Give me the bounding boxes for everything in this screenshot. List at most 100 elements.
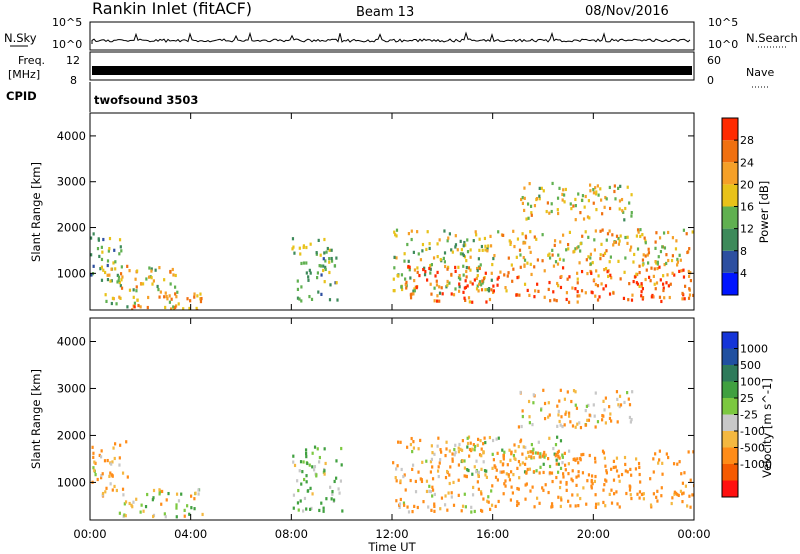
heatmap-cell <box>470 510 473 514</box>
heatmap-cell <box>609 255 612 259</box>
noise-frame <box>89 21 695 51</box>
heatmap-cell <box>434 274 437 278</box>
heatmap-cell <box>557 495 560 499</box>
heatmap-cell <box>318 460 321 464</box>
heatmap-cell <box>548 436 551 440</box>
heatmap-cell <box>105 486 108 490</box>
heatmap-cell <box>543 295 546 299</box>
heatmap-cell <box>105 299 108 304</box>
heatmap-cell <box>535 197 539 201</box>
heatmap-cell <box>601 212 604 216</box>
heatmap-cell <box>615 456 619 460</box>
heatmap-cell <box>593 238 596 242</box>
cpid-label: CPID <box>6 89 37 103</box>
heatmap-cell <box>631 293 634 297</box>
heatmap-cell <box>92 451 95 455</box>
heatmap-cell <box>495 437 498 441</box>
heatmap-cell <box>534 289 537 293</box>
heatmap-cell <box>399 479 402 483</box>
heatmap-cell <box>491 262 494 267</box>
heatmap-cell <box>496 478 499 482</box>
cpid-value: twofsound 3503 <box>94 93 198 107</box>
heatmap-cell <box>578 294 581 298</box>
heatmap-cell <box>650 295 653 299</box>
heatmap-cell <box>188 512 191 516</box>
heatmap-cell <box>551 504 554 509</box>
heatmap-cell <box>406 242 409 247</box>
heatmap-cell <box>605 238 608 242</box>
heatmap-cell <box>478 266 481 271</box>
heatmap-cell <box>574 504 577 508</box>
heatmap-cell <box>163 295 166 299</box>
heatmap-cell <box>309 486 312 490</box>
heatmap-cell <box>533 505 536 509</box>
heatmap-cell <box>119 443 122 447</box>
heatmap-cell <box>435 283 439 287</box>
heatmap-cell <box>582 217 586 221</box>
heatmap-cell <box>450 495 453 499</box>
heatmap-cell <box>571 424 575 428</box>
heatmap-cell <box>121 487 125 491</box>
heatmap-cell <box>594 192 598 196</box>
heatmap-cell <box>523 263 526 267</box>
heatmap-cell <box>176 290 179 294</box>
heatmap-cell <box>509 242 512 246</box>
heatmap-cell <box>653 267 656 271</box>
heatmap-cell <box>590 484 593 488</box>
heatmap-cell <box>111 474 114 478</box>
heatmap-cell <box>510 263 513 267</box>
heatmap-cell <box>425 459 428 463</box>
heatmap-cell <box>99 267 102 271</box>
heatmap-cell <box>152 279 155 283</box>
heatmap-cell <box>529 230 532 234</box>
heatmap-cell <box>473 448 476 452</box>
heatmap-cell <box>669 282 672 286</box>
heatmap-cell <box>417 447 420 451</box>
noise-trace <box>91 31 691 44</box>
heatmap-cell <box>421 460 424 464</box>
heatmap-cell <box>124 514 127 518</box>
heatmap-cell <box>681 297 684 301</box>
heatmap-cell <box>486 287 489 292</box>
heatmap-cell <box>436 255 439 259</box>
heatmap-cell <box>446 469 449 474</box>
heatmap-cell <box>584 408 587 413</box>
heatmap-cell <box>631 390 634 394</box>
colorbar-tick-label: 24 <box>740 156 754 169</box>
heatmap-cell <box>309 271 312 275</box>
heatmap-cell <box>464 279 467 283</box>
heatmap-cell <box>523 462 527 466</box>
heatmap-cell <box>601 228 604 232</box>
heatmap-cell <box>649 279 652 283</box>
heatmap-cell <box>312 468 316 472</box>
heatmap-cell <box>558 399 561 403</box>
heatmap-cell <box>592 188 595 192</box>
heatmap-cell <box>300 261 303 266</box>
heatmap-cell <box>584 194 587 199</box>
heatmap-cell <box>174 292 177 296</box>
heatmap-cell <box>118 280 121 285</box>
heatmap-cell <box>465 474 468 479</box>
heatmap-cell <box>313 465 317 469</box>
nave-tick-60: 60 <box>707 54 721 67</box>
heatmap-cell <box>619 403 623 407</box>
heatmap-cell <box>660 299 663 304</box>
heatmap-cell <box>298 469 301 473</box>
heatmap-cell <box>658 265 661 269</box>
freq-unit: [MHz] <box>8 68 40 81</box>
heatmap-cell <box>564 187 567 192</box>
heatmap-cell <box>501 448 504 452</box>
heatmap-cell <box>432 256 436 260</box>
heatmap-cell <box>186 504 189 508</box>
heatmap-cell <box>465 275 468 279</box>
heatmap-cell <box>169 270 172 274</box>
heatmap-cell <box>427 505 430 509</box>
freq-tick-12: 12 <box>66 54 80 67</box>
heatmap-cell <box>431 465 434 469</box>
heatmap-cell <box>452 503 456 507</box>
colorbar-tick-label: -1000 <box>740 458 772 471</box>
heatmap-cell <box>450 292 453 296</box>
heatmap-cell <box>551 248 554 252</box>
heatmap-cell <box>400 273 404 277</box>
